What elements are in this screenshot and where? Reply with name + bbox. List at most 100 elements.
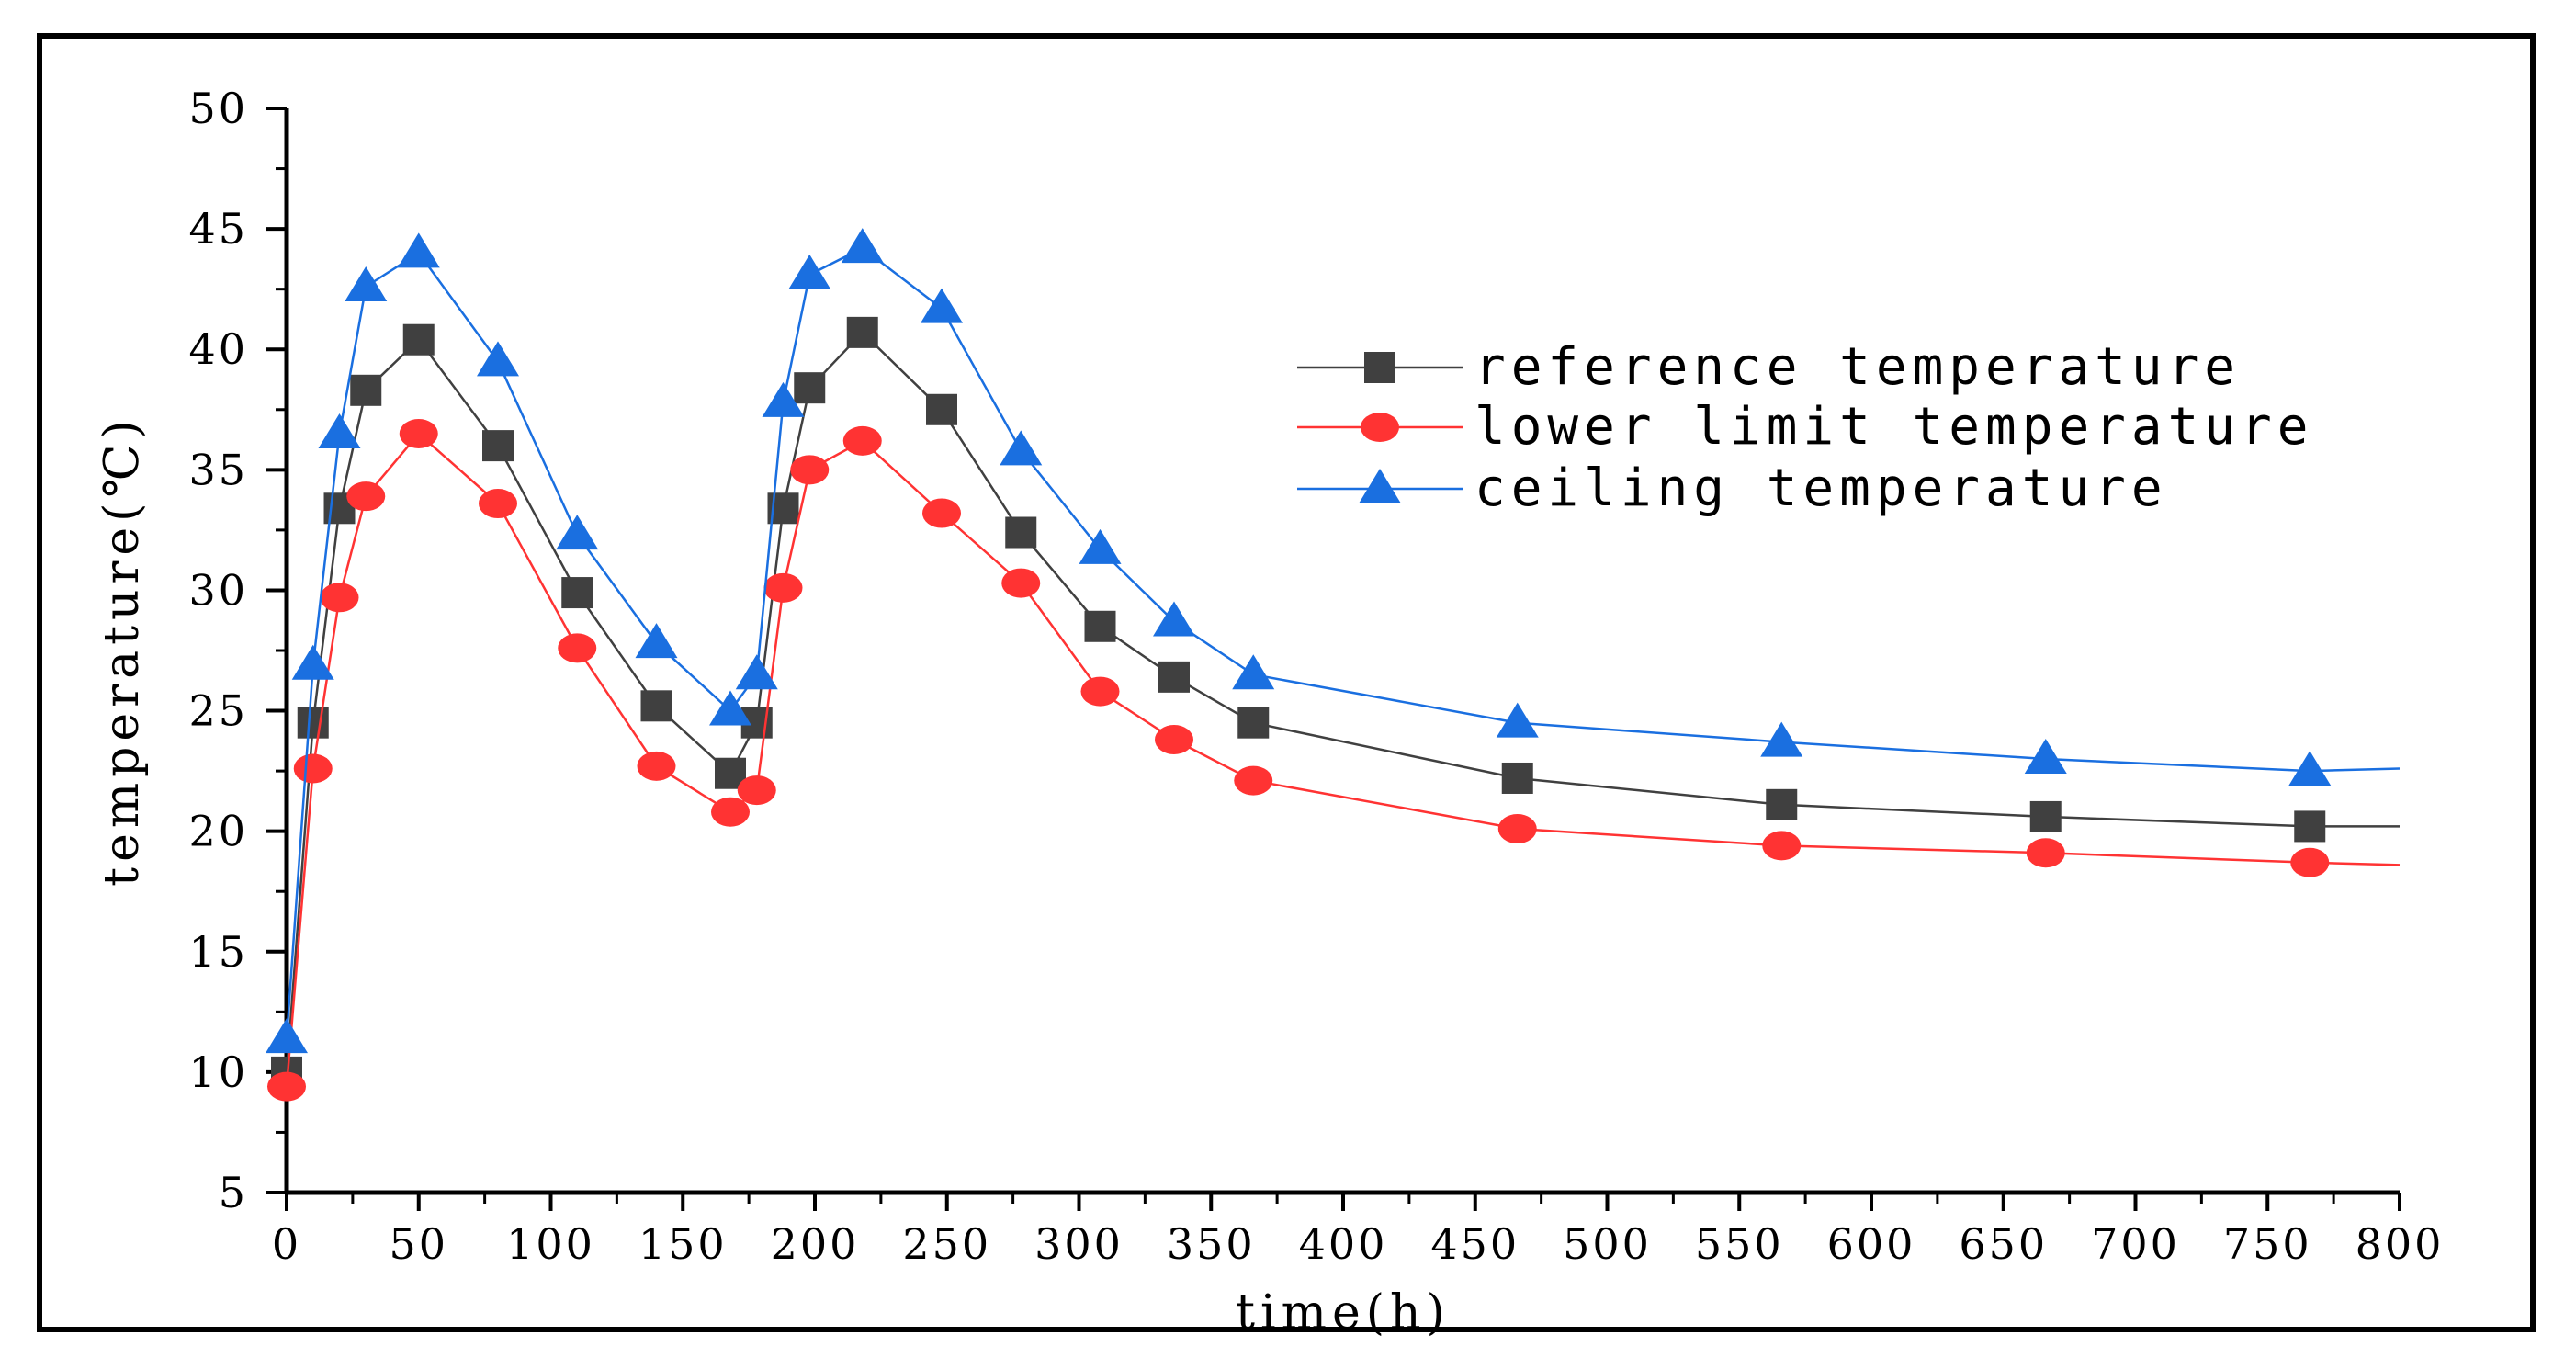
y-tick-label: 5 — [219, 1168, 248, 1217]
data-point-triangle — [318, 413, 361, 448]
data-point-circle — [763, 572, 803, 603]
data-point-square — [794, 372, 826, 404]
data-point-square — [350, 374, 382, 406]
data-point-circle — [1361, 413, 1399, 442]
data-point-square — [1237, 707, 1270, 739]
data-point-circle — [346, 481, 386, 512]
x-tick-label: 300 — [1034, 1219, 1124, 1269]
legend-label: lower limit temperature — [1474, 397, 2313, 457]
axes — [284, 108, 2400, 1195]
data-point-square — [2294, 810, 2326, 843]
data-point-square — [1005, 516, 1037, 549]
legend-item: reference temperature — [1297, 337, 2241, 397]
series-layer — [266, 228, 2401, 1102]
data-point-circle — [2290, 847, 2330, 877]
data-point-square — [1158, 661, 1190, 693]
x-tick-label: 400 — [1299, 1219, 1388, 1269]
x-tick-label: 600 — [1827, 1219, 1916, 1269]
y-tick-label: 50 — [188, 84, 248, 133]
y-tick-label: 40 — [188, 324, 248, 374]
y-tick-label: 45 — [188, 204, 248, 254]
data-point-square — [297, 707, 329, 739]
data-point-circle — [711, 797, 750, 827]
data-point-circle — [1001, 568, 1041, 598]
data-point-square — [561, 577, 593, 609]
legend-item: lower limit temperature — [1297, 397, 2313, 457]
x-ticks: 0 50 100 150 200 250 300 350 400 450 500 550 600 650 7… — [272, 1193, 2445, 1269]
legend-label: ceiling temperature — [1474, 458, 2168, 518]
series-ceiling-temperature — [266, 228, 2401, 1054]
data-point-triangle — [1079, 528, 1122, 564]
x-tick-label: 750 — [2223, 1219, 2312, 1269]
data-point-triangle — [735, 654, 778, 690]
data-point-square — [482, 430, 514, 462]
series-lower-limit-temperature — [267, 419, 2401, 1102]
y-tick-label: 10 — [188, 1047, 248, 1097]
x-tick-label: 250 — [902, 1219, 991, 1269]
data-point-square — [1084, 610, 1116, 642]
x-tick-label: 50 — [389, 1219, 448, 1269]
x-tick-label: 700 — [2091, 1219, 2180, 1269]
x-tick-label: 450 — [1430, 1219, 1520, 1269]
data-point-square — [1501, 762, 1533, 794]
data-point-triangle — [1359, 469, 1401, 503]
data-point-circle — [399, 419, 438, 448]
data-point-triangle — [709, 690, 751, 726]
x-axis-title: time(h) — [1236, 1285, 1451, 1341]
data-point-square — [846, 316, 878, 348]
data-point-triangle — [556, 515, 599, 550]
data-point-square — [402, 323, 435, 356]
x-tick-label: 500 — [1563, 1219, 1652, 1269]
data-point-square — [640, 690, 672, 722]
data-point-circle — [737, 775, 776, 806]
data-point-circle — [922, 498, 961, 528]
x-tick-label: 550 — [1695, 1219, 1784, 1269]
data-point-circle — [1234, 765, 1273, 796]
chart-frame — [37, 33, 2536, 1332]
data-point-square — [926, 393, 957, 425]
data-point-triangle — [635, 623, 678, 659]
x-tick-label: 150 — [638, 1219, 728, 1269]
data-point-circle — [1155, 725, 1193, 755]
data-point-circle — [1497, 814, 1537, 844]
data-point-triangle — [266, 1018, 308, 1054]
data-point-circle — [558, 633, 597, 663]
data-point-circle — [790, 455, 830, 485]
data-point-square — [1766, 788, 1798, 820]
data-point-circle — [267, 1071, 306, 1102]
series-reference-temperature — [271, 316, 2400, 1088]
legend-label: reference temperature — [1474, 337, 2241, 397]
data-point-circle — [1080, 676, 1120, 707]
data-point-triangle — [1760, 721, 1803, 757]
y-tick-label: 35 — [188, 445, 248, 494]
data-point-triangle — [762, 381, 805, 417]
data-point-circle — [1762, 831, 1802, 861]
data-point-triangle — [1232, 654, 1275, 690]
data-point-triangle — [1000, 430, 1043, 466]
data-point-triangle — [397, 232, 440, 268]
data-point-triangle — [2288, 751, 2332, 786]
x-tick-label: 800 — [2356, 1219, 2445, 1269]
data-point-circle — [2026, 838, 2065, 868]
data-point-triangle — [788, 254, 831, 289]
data-point-triangle — [291, 644, 334, 680]
data-point-circle — [320, 583, 359, 613]
y-axis-title: temperature(℃) — [95, 414, 150, 887]
y-tick-label: 25 — [188, 686, 248, 736]
x-tick-label: 200 — [771, 1219, 860, 1269]
data-point-circle — [479, 489, 517, 519]
data-point-triangle — [1153, 601, 1195, 637]
data-point-circle — [842, 425, 882, 456]
x-tick-label: 650 — [1959, 1219, 2048, 1269]
data-point-triangle — [345, 266, 388, 302]
x-tick-label: 100 — [506, 1219, 595, 1269]
y-ticks: 5 10 15 20 25 30 35 40 45 50 — [188, 84, 287, 1217]
x-tick-label: 350 — [1167, 1219, 1256, 1269]
data-point-square — [2029, 800, 2062, 832]
data-point-triangle — [1496, 702, 1539, 738]
data-point-triangle — [477, 341, 519, 377]
data-point-circle — [293, 753, 333, 784]
x-tick-label: 0 — [272, 1219, 301, 1269]
